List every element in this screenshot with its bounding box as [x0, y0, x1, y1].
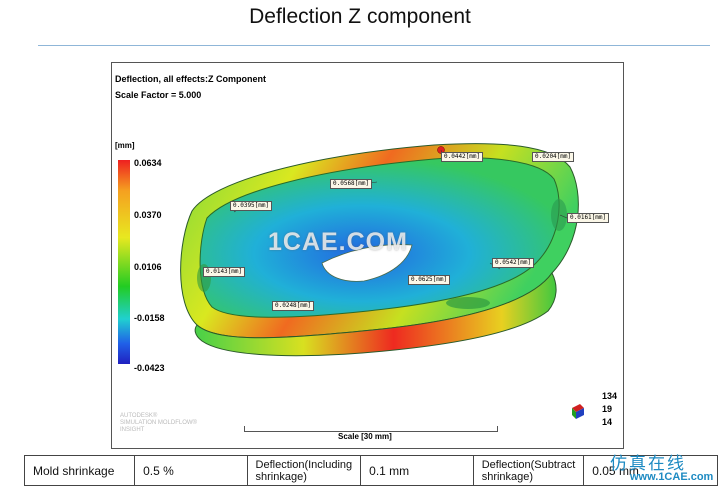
legend-min: -0.0423	[134, 363, 165, 373]
slide-title: Deflection Z component	[249, 5, 471, 28]
annotation-label: 0.0442[mm]	[441, 152, 484, 162]
table-cell: Deflection(Including shrinkage)	[246, 455, 362, 486]
annotation-label: 0.0542[mm]	[492, 258, 535, 268]
site-logo-text: 仿真在线	[610, 454, 686, 474]
axis-number: 134	[602, 391, 618, 401]
table-cell: 0.1 mm	[360, 455, 474, 486]
parameter-table: Mold shrinkage 0.5 % Deflection(Includin…	[23, 455, 718, 486]
table-cell: Deflection(Subtract shrinkage)	[472, 455, 585, 486]
axis-number: 14	[602, 417, 613, 427]
legend-unit: [mm]	[115, 141, 135, 150]
table-cell: Mold shrinkage	[23, 455, 136, 486]
annotation-label: 0.0143[mm]	[203, 267, 246, 277]
legend-value-2: 0.0370	[134, 210, 162, 220]
deflection-model-render[interactable]	[112, 63, 624, 449]
result-title: Deflection, all effects:Z Component	[115, 74, 267, 84]
legend-value-4: -0.0158	[134, 313, 165, 323]
annotation-label: 0.0625[mm]	[408, 275, 451, 285]
title-divider	[38, 45, 710, 46]
annotation-label: 0.0161[mm]	[567, 213, 610, 223]
site-logo-url[interactable]: www.1CAE.com	[630, 471, 714, 483]
annotation-label: 0.0248[mm]	[272, 301, 315, 311]
scale-bar	[244, 426, 498, 432]
annotation-label: 0.0204[mm]	[532, 152, 575, 162]
legend-value-3: 0.0106	[134, 262, 162, 272]
autodesk-logo-text: AUTODESK® SIMULATION MOLDFLOW® INSIGHT	[120, 413, 197, 433]
table-cell: 0.05 mm	[583, 455, 718, 486]
axis-triad-icon	[572, 404, 584, 419]
watermark: 1CAE.COM	[268, 228, 408, 256]
color-legend-bar	[118, 160, 130, 364]
annotation-label: 0.0395[mm]	[230, 201, 273, 211]
annotation-label: 0.0568[mm]	[330, 179, 373, 189]
legend-max: 0.0634	[134, 158, 162, 168]
axis-number: 19	[602, 404, 613, 414]
result-viewport[interactable]: Deflection, all effects:Z Component Scal…	[111, 62, 624, 449]
table-cell: 0.5 %	[134, 455, 248, 486]
scale-bar-label: Scale [30 mm]	[338, 432, 392, 441]
table-row: Mold shrinkage 0.5 % Deflection(Includin…	[23, 455, 718, 486]
scale-factor: Scale Factor = 5.000	[115, 90, 202, 100]
